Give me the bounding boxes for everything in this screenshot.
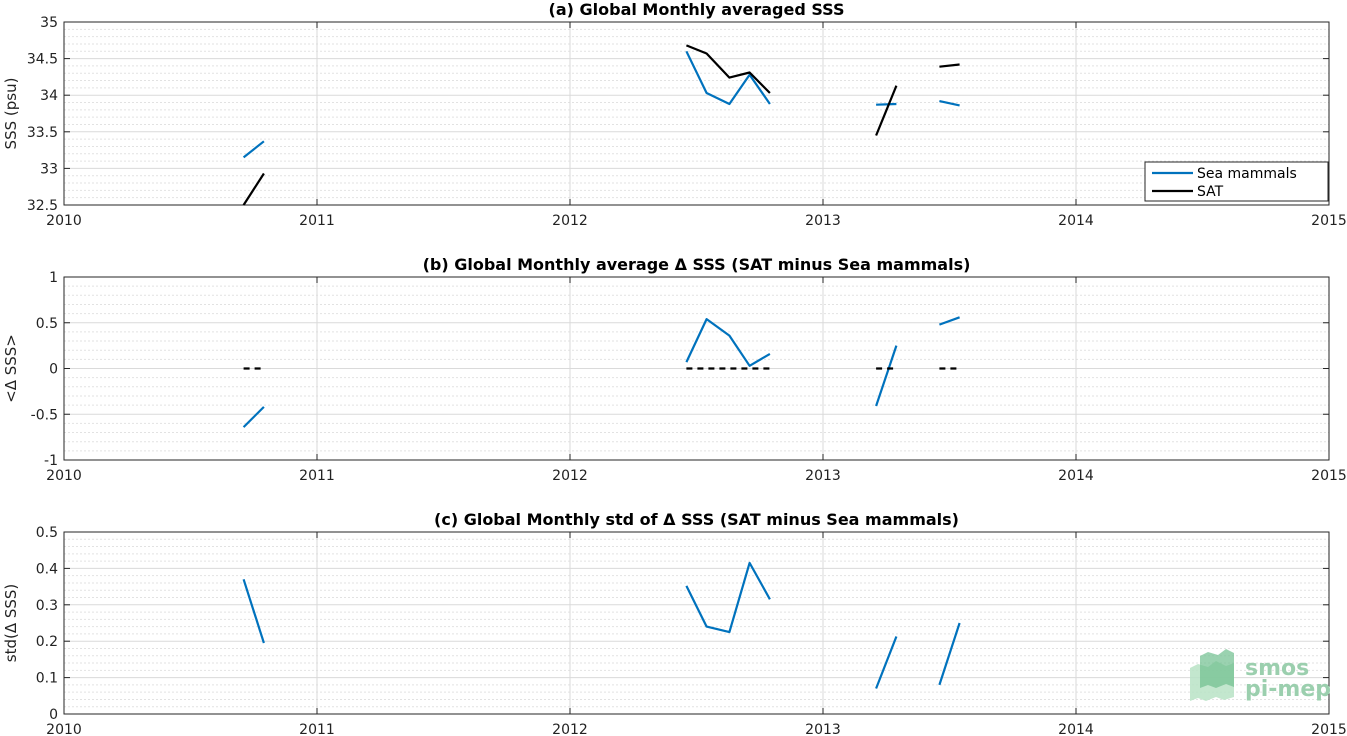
chart-title: (b) Global Monthly average Δ SSS (SAT mi… (423, 255, 971, 274)
series-line-1 (242, 578, 265, 644)
y-tick-label: 0.1 (36, 671, 58, 687)
y-tick-label: 32.5 (27, 198, 58, 214)
series-line-1 (876, 102, 897, 106)
x-tick-label: 2015 (1311, 213, 1347, 229)
chart-title: (c) Global Monthly std of Δ SSS (SAT min… (434, 510, 959, 529)
series-line-1 (685, 561, 771, 634)
y-tick-label: -0.5 (31, 407, 58, 423)
x-tick-label: 2015 (1311, 468, 1347, 484)
legend-entry: SAT (1197, 184, 1224, 200)
y-tick-label: 33.5 (27, 125, 58, 141)
y-tick-label: 1 (49, 270, 58, 286)
series-line-2 (939, 63, 960, 68)
y-axis-label: SSS (psu) (2, 78, 20, 150)
y-tick-label: 34.5 (27, 52, 58, 68)
y-tick-label: 35 (40, 15, 58, 31)
x-tick-label: 2011 (299, 213, 335, 229)
axes-box (63, 531, 1330, 715)
panel-3: 2010 2011 2012 2013 2014 2015 0 0.1 0.2 0.3 0.4 0.5… (2, 510, 1347, 736)
x-tick-label: 2011 (299, 722, 335, 736)
series-line-2 (685, 44, 771, 94)
series-line-1 (685, 50, 771, 106)
y-tick-label: 0 (49, 362, 58, 378)
panel-1: 2010 2011 2012 2013 2014 2015 32.5 33 33.5 34 34.5… (2, 0, 1347, 229)
series-line-1 (685, 318, 771, 367)
x-tick-label: 2012 (552, 468, 588, 484)
logo-text-line1: smos (1245, 656, 1309, 681)
x-tick-label: 2013 (805, 468, 841, 484)
series-line-1 (242, 140, 265, 159)
y-tick-label: 0.2 (36, 634, 58, 650)
series-line-1 (938, 622, 961, 686)
y-tick-label: 0.5 (36, 525, 58, 541)
x-tick-label: 2012 (552, 722, 588, 736)
y-tick-label: -1 (44, 453, 58, 469)
logo-text-line2: pi-mep (1245, 677, 1331, 702)
axes-box (63, 21, 1330, 206)
y-tick-label: 0 (49, 707, 58, 723)
x-tick-label: 2014 (1058, 468, 1094, 484)
x-tick-label: 2015 (1311, 722, 1347, 736)
chart-title: (a) Global Monthly averaged SSS (549, 0, 845, 19)
legend-box (1144, 161, 1329, 202)
smos-pi-mep-logo: smos pi-mep (1190, 649, 1331, 702)
x-tick-label: 2010 (46, 213, 82, 229)
series-line-1 (939, 316, 960, 326)
y-tick-label: 0.4 (36, 561, 58, 577)
y-tick-label: 34 (40, 88, 58, 104)
x-tick-label: 2014 (1058, 213, 1094, 229)
x-tick-label: 2013 (805, 213, 841, 229)
panel-2: 2010 2011 2012 2013 2014 2015 -1 -0.5 0 0.5 1 (b) G… (2, 255, 1347, 484)
legend-entry: Sea mammals (1197, 166, 1297, 182)
series-line-2 (875, 85, 898, 136)
y-axis-label: <Δ SSS> (2, 334, 20, 403)
x-tick-label: 2012 (552, 213, 588, 229)
series-line-1 (939, 100, 960, 107)
y-tick-label: 33 (40, 161, 58, 177)
series-line-1 (875, 636, 898, 689)
legend: Sea mammals SAT (1144, 161, 1329, 202)
series-line-1 (875, 345, 898, 407)
x-tick-label: 2010 (46, 722, 82, 736)
x-tick-label: 2013 (805, 722, 841, 736)
y-axis-label: std(Δ SSS) (2, 584, 20, 663)
x-tick-label: 2014 (1058, 722, 1094, 736)
y-tick-label: 0.3 (36, 598, 58, 614)
x-tick-label: 2010 (46, 468, 82, 484)
y-tick-label: 0.5 (36, 316, 58, 332)
series-line-2 (242, 172, 265, 206)
series-line-1 (242, 406, 265, 428)
x-tick-label: 2011 (299, 468, 335, 484)
